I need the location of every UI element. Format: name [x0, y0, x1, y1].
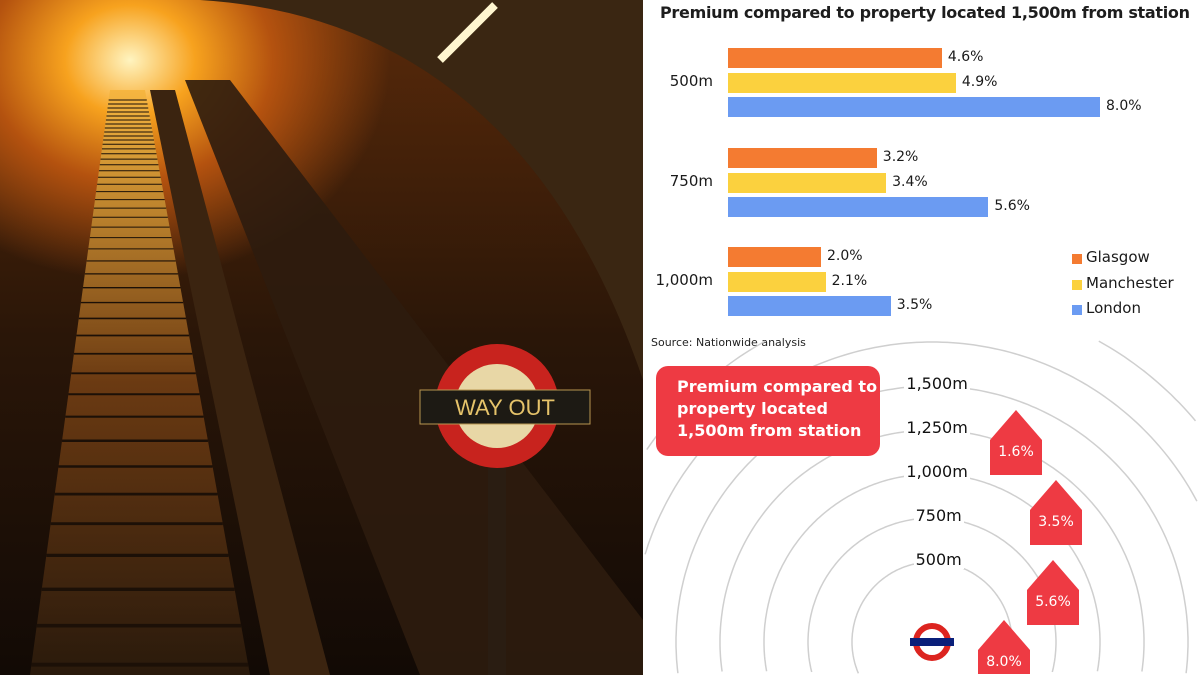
- escalator-photo: WAY OUT: [0, 0, 643, 675]
- house-marker-label: 8.0%: [986, 654, 1022, 670]
- bar: [728, 148, 877, 168]
- house-marker-label: 3.5%: [1038, 514, 1074, 530]
- data-label: 4.9%: [961, 73, 998, 90]
- bar: [728, 172, 887, 193]
- escalator-steps: [30, 90, 250, 675]
- ceiling-light: [437, 2, 498, 63]
- ring-label: 500m: [913, 550, 964, 569]
- escalator-illustration: WAY OUT: [30, 0, 643, 675]
- escalator-divider: [150, 90, 330, 675]
- way-out-bar: [419, 389, 591, 425]
- london-underground-roundel-icon: [910, 623, 954, 661]
- ring-label: 1,500m: [904, 374, 970, 393]
- source-note: Source: Nationwide analysis: [651, 336, 806, 349]
- tunnel-ceiling: [200, 0, 643, 380]
- category-label: 500m: [669, 72, 713, 90]
- chart-title: Premium compared to property located 1,5…: [660, 3, 1190, 22]
- legend-swatch: [1072, 254, 1082, 264]
- house-marker: [1027, 560, 1079, 625]
- category-label: 1,000m: [655, 271, 713, 289]
- legend-swatch: [1072, 279, 1082, 290]
- ring-label: 750m: [913, 506, 964, 525]
- data-label: 5.6%: [994, 198, 1030, 214]
- legend-label: Manchester: [1086, 273, 1174, 292]
- data-label: 2.1%: [831, 272, 868, 289]
- house-marker: [990, 410, 1042, 475]
- legend-swatch: [1072, 305, 1082, 315]
- legend-label: London: [1086, 299, 1141, 317]
- sign-post: [488, 460, 506, 675]
- data-label: 4.6%: [947, 49, 984, 65]
- bar: [728, 48, 942, 68]
- ring-label: 1,000m: [904, 462, 970, 481]
- escalator-step-lines: [31, 99, 249, 667]
- category-label: 750m: [669, 172, 713, 190]
- data-label: 3.4%: [892, 173, 928, 190]
- data-label: 8.0%: [1106, 98, 1142, 114]
- distance-rings: [644, 340, 1198, 674]
- ring-label: 1,250m: [904, 418, 970, 437]
- bar: [728, 197, 989, 217]
- bar: [728, 271, 826, 292]
- escalator-right: [185, 80, 643, 675]
- bar: [728, 72, 956, 93]
- callout-box: Premium compared to property located 1,5…: [656, 366, 880, 456]
- house-marker: [1030, 480, 1082, 545]
- data-label: 3.5%: [896, 297, 933, 313]
- legend-label: Glasgow: [1086, 248, 1150, 266]
- bar: [728, 97, 1100, 117]
- data-label: 3.2%: [882, 149, 919, 165]
- house-marker: [978, 620, 1030, 674]
- way-out-sign: WAY OUT: [455, 395, 555, 420]
- data-label: 2.0%: [827, 248, 863, 264]
- house-marker-label: 5.6%: [1035, 594, 1071, 610]
- house-marker-label: 1.6%: [998, 444, 1034, 460]
- bar: [728, 247, 821, 267]
- bar: [728, 296, 891, 316]
